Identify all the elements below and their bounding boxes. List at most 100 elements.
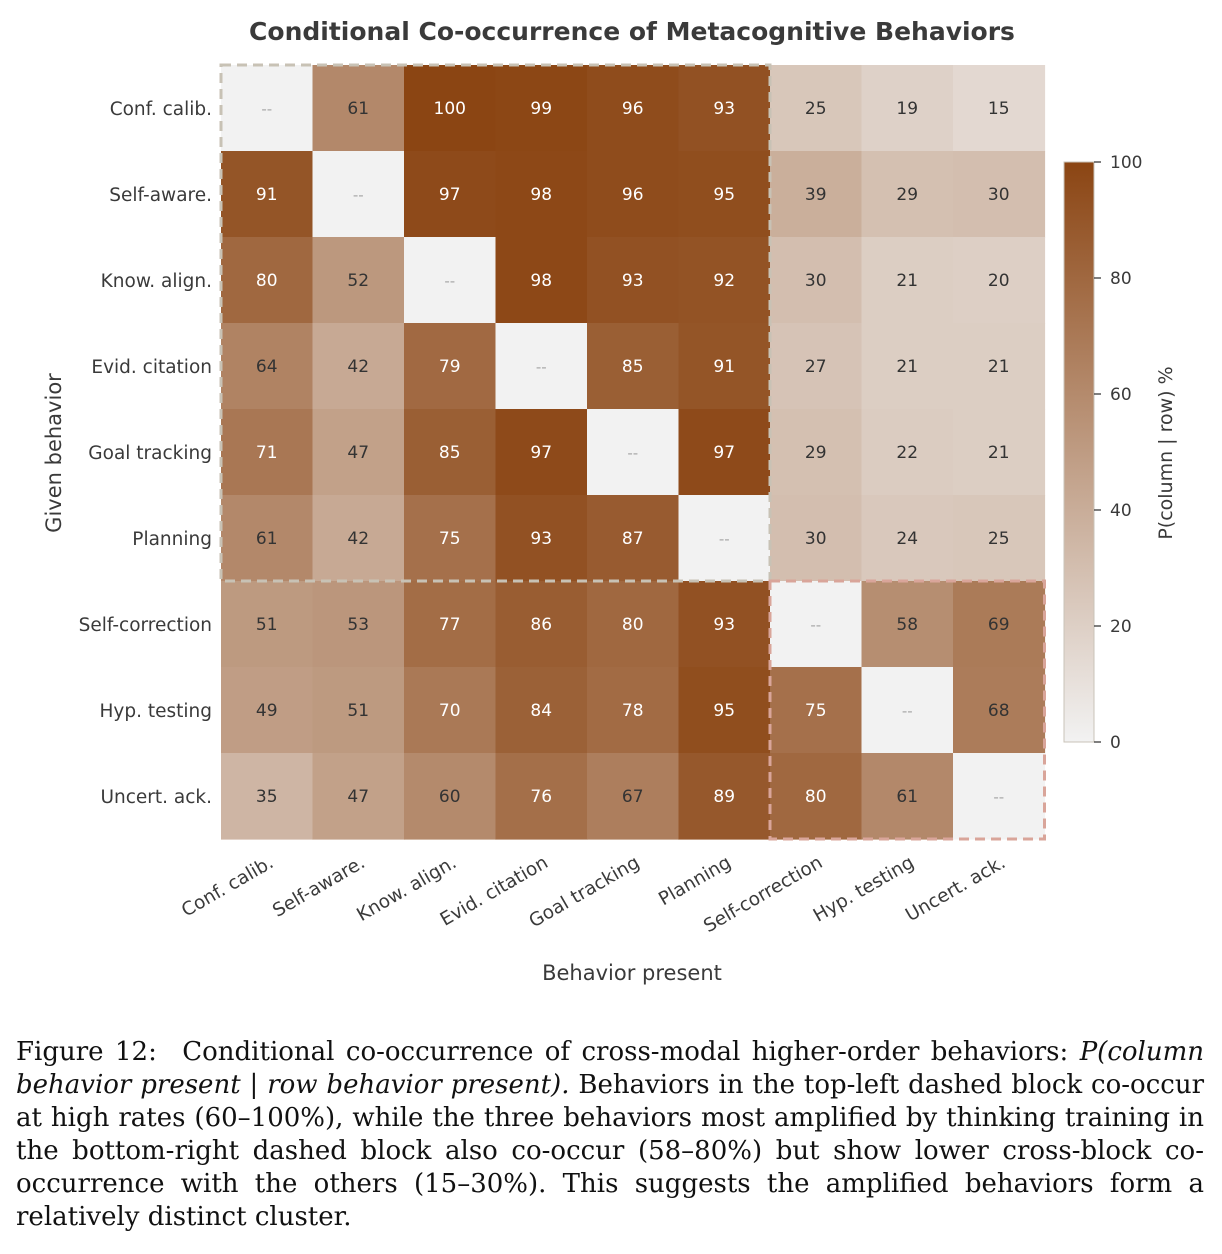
heatmap-cell xyxy=(770,237,863,324)
heatmap-cell xyxy=(678,753,771,840)
row-tick-label: Conf. calib. xyxy=(110,99,212,120)
cell-value-label: 78 xyxy=(622,701,644,721)
cell-value-label: 58 xyxy=(896,615,918,635)
heatmap-cell xyxy=(587,237,680,324)
heatmap-cell xyxy=(495,237,588,324)
cell-value-label: 77 xyxy=(439,615,461,635)
heatmap-cell xyxy=(404,409,497,496)
heatmap-cell xyxy=(678,495,771,582)
heatmap-cell xyxy=(312,753,405,840)
heatmap-cell xyxy=(221,151,314,238)
cell-value-label: 61 xyxy=(256,529,278,549)
column-tick-label: Uncert. ack. xyxy=(902,852,1009,926)
cell-value-label: 29 xyxy=(805,443,827,463)
cell-value-label: -- xyxy=(810,616,821,634)
cell-value-label: 97 xyxy=(713,443,735,463)
heatmap-cell xyxy=(953,237,1046,324)
caption-math: P(column behavior present | row behavior… xyxy=(16,1037,1204,1100)
cell-value-label: 97 xyxy=(439,185,461,205)
cell-value-label: 75 xyxy=(805,701,827,721)
cell-value-label: 85 xyxy=(439,443,461,463)
heatmap-cell-labels: -- 61 100 99 96 93 25 19 15 91 -- 97 98 96 95 39 29 30 80 5… xyxy=(256,99,1010,807)
heatmap-cell xyxy=(953,753,1046,840)
heatmap-cell xyxy=(495,323,588,410)
cell-value-label: 53 xyxy=(347,615,369,635)
heatmap-cell xyxy=(587,409,680,496)
cell-value-label: 47 xyxy=(347,787,369,807)
cell-value-label: 87 xyxy=(622,529,644,549)
heatmap-cell xyxy=(312,409,405,496)
cell-value-label: 100 xyxy=(434,99,466,119)
cell-value-label: 21 xyxy=(988,443,1010,463)
cell-value-label: 68 xyxy=(988,701,1010,721)
heatmap-cell xyxy=(770,151,863,238)
cell-value-label: 42 xyxy=(347,529,369,549)
cell-value-label: -- xyxy=(993,788,1004,806)
dashed-cluster-block xyxy=(768,579,1046,841)
row-tick-label: Self-correction xyxy=(79,615,212,636)
cell-value-label: -- xyxy=(353,186,364,204)
heatmap-cell xyxy=(312,237,405,324)
heatmap-cell xyxy=(404,65,497,152)
cell-value-label: 97 xyxy=(530,443,552,463)
heatmap-cell xyxy=(861,65,954,152)
cell-value-label: 76 xyxy=(530,787,552,807)
row-tick-label: Planning xyxy=(132,529,212,550)
cell-value-label: 47 xyxy=(347,443,369,463)
colorbar-tick-label: 40 xyxy=(1110,501,1132,521)
cell-value-label: 69 xyxy=(988,615,1010,635)
heatmap-cell xyxy=(312,65,405,152)
heatmap-cell xyxy=(861,753,954,840)
heatmap-cell xyxy=(312,151,405,238)
cell-value-label: 99 xyxy=(530,99,552,119)
heatmap-cell xyxy=(221,667,314,754)
heatmap-cell xyxy=(221,323,314,410)
heatmap-cell xyxy=(312,323,405,410)
colorbar-gradient xyxy=(1063,161,1095,743)
cell-value-label: 30 xyxy=(805,271,827,291)
cell-value-label: 64 xyxy=(256,357,278,377)
cell-value-label: 98 xyxy=(530,185,552,205)
cell-value-label: 21 xyxy=(896,271,918,291)
heatmap-cell xyxy=(678,237,771,324)
cell-value-label: 93 xyxy=(530,529,552,549)
cell-value-label: 91 xyxy=(256,185,278,205)
colorbar-tick-label: 60 xyxy=(1110,385,1132,405)
heatmap-cell xyxy=(404,237,497,324)
dashed-cluster-block xyxy=(219,63,772,583)
cell-value-label: 21 xyxy=(988,357,1010,377)
cell-value-label: 15 xyxy=(988,99,1010,119)
row-tick-label: Uncert. ack. xyxy=(100,787,212,808)
heatmap-cell xyxy=(678,323,771,410)
heatmap-cell xyxy=(495,409,588,496)
heatmap-cell xyxy=(587,151,680,238)
cell-value-label: -- xyxy=(902,702,913,720)
heatmap-cell xyxy=(678,581,771,668)
cell-value-label: 93 xyxy=(622,271,644,291)
cell-value-label: 80 xyxy=(256,271,278,291)
heatmap-cell xyxy=(861,495,954,582)
cell-value-label: 79 xyxy=(439,357,461,377)
heatmap-cell xyxy=(312,495,405,582)
cell-value-label: 60 xyxy=(439,787,461,807)
heatmap-cell xyxy=(770,495,863,582)
colorbar-ticks: 0 20 40 60 80 100 xyxy=(1094,153,1142,753)
heatmap-cell xyxy=(312,581,405,668)
heatmap-cell xyxy=(495,581,588,668)
x-axis-label: Behavior present xyxy=(542,961,722,985)
heatmap-cell xyxy=(861,667,954,754)
cell-value-label: 42 xyxy=(347,357,369,377)
heatmap-cell xyxy=(861,151,954,238)
colorbar-label: P(column | row) % xyxy=(1155,366,1177,539)
cell-value-label: 92 xyxy=(713,271,735,291)
cell-value-label: 29 xyxy=(896,185,918,205)
cell-value-label: 80 xyxy=(622,615,644,635)
cell-value-label: 19 xyxy=(896,99,918,119)
caption-label: Figure 12: xyxy=(16,1037,157,1067)
row-tick-label: Self-aware. xyxy=(109,185,212,206)
heatmap-cell xyxy=(221,495,314,582)
heatmap-cell xyxy=(221,581,314,668)
cell-value-label: -- xyxy=(261,100,272,118)
chart-title: Conditional Co-occurrence of Metacogniti… xyxy=(249,17,1015,46)
heatmap-cell xyxy=(404,581,497,668)
